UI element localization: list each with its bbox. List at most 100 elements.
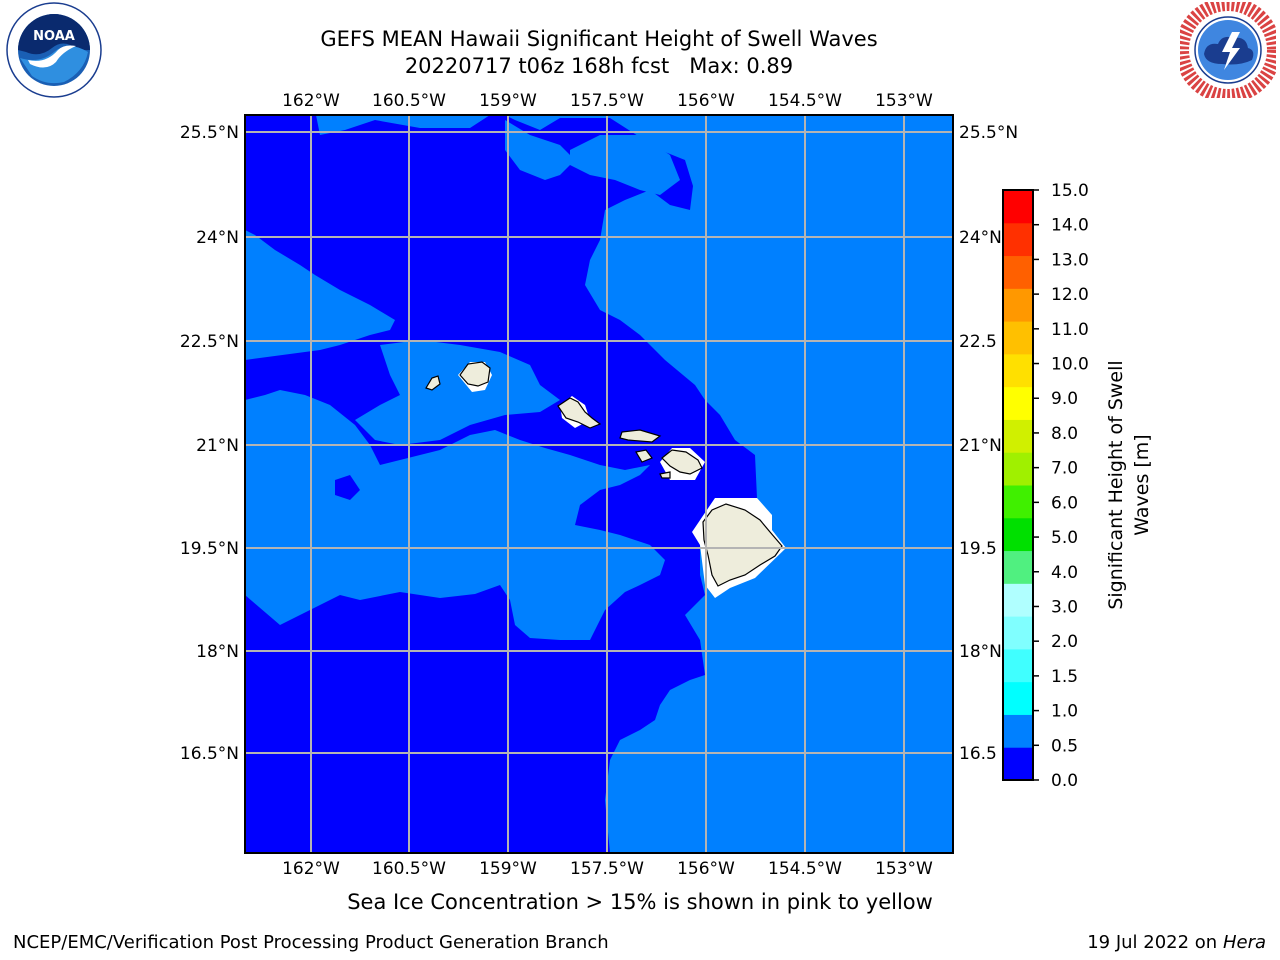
colorbar-segment xyxy=(1003,222,1033,257)
light-blue-patch-north xyxy=(505,120,575,180)
lon-label-bottom: 157.5°W xyxy=(570,859,644,879)
colorbar: 0.0 0.5 1.0 1.5 2.0 3.0 4.0 5.0 6.0 7.0 8.0 9.0 10.0… xyxy=(1002,181,1089,791)
footer-host: Hera xyxy=(1222,932,1266,953)
colorbar-tick-label: 4.0 xyxy=(1051,563,1078,583)
lon-label-top: 162°W xyxy=(282,91,340,111)
lat-label-right: 25.5°N xyxy=(959,123,1018,143)
colorbar-tick-label: 6.0 xyxy=(1051,493,1078,513)
lat-label-left: 19.5°N xyxy=(180,539,239,559)
latitude-labels-left: 25.5°N 24°N 22.5°N 21°N 19.5°N 18°N 16.5… xyxy=(180,123,239,764)
colorbar-label-line2: Waves [m] xyxy=(1131,434,1153,535)
colorbar-tick-label: 1.5 xyxy=(1051,667,1078,687)
colorbar-tick-label: 7.0 xyxy=(1051,459,1078,479)
island-kahoolawe xyxy=(659,471,671,479)
island-hawaii xyxy=(702,503,783,587)
colorbar-tick-label: 1.0 xyxy=(1051,702,1078,722)
map-subtitle: 20220717 t06z 168h fcst Max: 0.89 xyxy=(404,54,794,78)
footer-date: 19 Jul 2022 on Hera xyxy=(1087,932,1266,953)
lon-label-bottom: 153°W xyxy=(875,859,933,879)
map-gridlines xyxy=(245,115,953,853)
colorbar-tick-label: 14.0 xyxy=(1051,216,1089,236)
lat-label-right: 18°N xyxy=(959,642,1002,662)
dark-blue-spot xyxy=(335,475,360,500)
title-block: GEFS MEAN Hawaii Significant Height of S… xyxy=(0,26,1198,80)
lat-label-left: 18°N xyxy=(196,642,239,662)
lat-label-left: 25.5°N xyxy=(180,123,239,143)
colorbar-tick-label: 13.0 xyxy=(1051,250,1089,270)
lon-label-bottom: 154.5°W xyxy=(768,859,842,879)
lon-label-top: 154.5°W xyxy=(768,91,842,111)
lat-label-left: 22.5°N xyxy=(180,332,239,352)
colorbar-tick-label: 3.0 xyxy=(1051,597,1078,617)
latitude-labels-right: 25.5°N 24°N 22.5 21°N 19.5 18°N 16.5 xyxy=(959,123,1018,764)
colorbar-segment xyxy=(1003,452,1033,486)
map-panel xyxy=(244,114,954,854)
colorbar-tick-label: 8.0 xyxy=(1051,424,1078,444)
lat-label-right: 19.5 xyxy=(959,539,997,559)
longitude-labels-bottom: 162°W 160.5°W 159°W 157.5°W 156°W 154.5°… xyxy=(282,859,933,879)
light-blue-patch-northeast xyxy=(570,135,680,195)
colorbar-tick-label: 5.0 xyxy=(1051,528,1078,548)
colorbar-segment xyxy=(1003,583,1033,617)
colorbar-tick-label: 12.0 xyxy=(1051,285,1089,305)
colorbar-segment xyxy=(1003,321,1033,355)
footer-credit: NCEP/EMC/Verification Post Processing Pr… xyxy=(13,932,609,953)
colorbar-segment xyxy=(1003,386,1033,420)
colorbar-segment xyxy=(1003,190,1033,224)
colorbar-tick-label: 11.0 xyxy=(1051,320,1089,340)
colorbar-segment xyxy=(1003,419,1033,453)
light-blue-patch-west xyxy=(245,445,350,480)
island-oahu xyxy=(557,397,602,429)
island-molokai xyxy=(619,429,662,443)
island-maui xyxy=(661,449,703,475)
colorbar-frame xyxy=(1002,189,1034,781)
longitude-labels-top: 162°W 160.5°W 159°W 157.5°W 156°W 154.5°… xyxy=(282,91,933,111)
island-niihau xyxy=(425,375,441,391)
lon-label-bottom: 156°W xyxy=(677,859,735,879)
lon-label-bottom: 162°W xyxy=(282,859,340,879)
colorbar-segment xyxy=(1003,648,1033,683)
noaa-logo-icon: NOAA xyxy=(6,2,102,98)
lon-label-top: 156°W xyxy=(677,91,735,111)
dark-blue-spot-small xyxy=(388,630,396,640)
colorbar-segment xyxy=(1003,353,1033,388)
lon-label-top: 160.5°W xyxy=(372,91,446,111)
map-frame xyxy=(244,114,954,854)
colorbar-segment xyxy=(1003,517,1033,552)
colorbar-segment xyxy=(1003,485,1033,519)
colorbar-segment xyxy=(1003,288,1033,322)
lon-label-top: 153°W xyxy=(875,91,933,111)
colorbar-segment xyxy=(1003,747,1033,781)
sea-ice-caption: Sea Ice Concentration > 15% is shown in … xyxy=(347,890,933,914)
colorbar-tick-label: 10.0 xyxy=(1051,355,1089,375)
lat-label-right: 21°N xyxy=(959,436,1002,456)
lat-label-left: 21°N xyxy=(196,436,239,456)
lon-label-bottom: 159°W xyxy=(479,859,537,879)
lon-label-bottom: 160.5°W xyxy=(372,859,446,879)
footer-date-text: 19 Jul 2022 on xyxy=(1087,932,1223,953)
lat-label-left: 24°N xyxy=(196,228,239,248)
lat-label-right: 24°N xyxy=(959,228,1002,248)
colorbar-segment xyxy=(1003,714,1033,748)
nws-logo-icon xyxy=(1180,2,1276,98)
colorbar-tick-label: 2.0 xyxy=(1051,632,1078,652)
lon-label-top: 157.5°W xyxy=(570,91,644,111)
dark-blue-swell-region xyxy=(245,115,757,853)
island-kauai xyxy=(459,361,491,387)
lon-label-top: 159°W xyxy=(479,91,537,111)
colorbar-label-line1: Significant Height of Swell xyxy=(1105,360,1127,609)
lat-label-right: 22.5 xyxy=(959,332,997,352)
colorbar-segment xyxy=(1003,255,1033,289)
colorbar-tick-label: 0.0 xyxy=(1051,771,1078,791)
colorbar-tick-label: 0.5 xyxy=(1051,736,1078,756)
colorbar-segment xyxy=(1003,616,1033,650)
noaa-logo-text: NOAA xyxy=(33,29,75,44)
colorbar-segment xyxy=(1003,681,1033,715)
map-title: GEFS MEAN Hawaii Significant Height of S… xyxy=(320,27,878,51)
colorbar-segment xyxy=(1003,550,1033,584)
colorbar-tick-label: 15.0 xyxy=(1051,181,1089,201)
lat-label-left: 16.5°N xyxy=(180,744,239,764)
lat-label-right: 16.5 xyxy=(959,744,997,764)
colorbar-tick-label: 9.0 xyxy=(1051,389,1078,409)
